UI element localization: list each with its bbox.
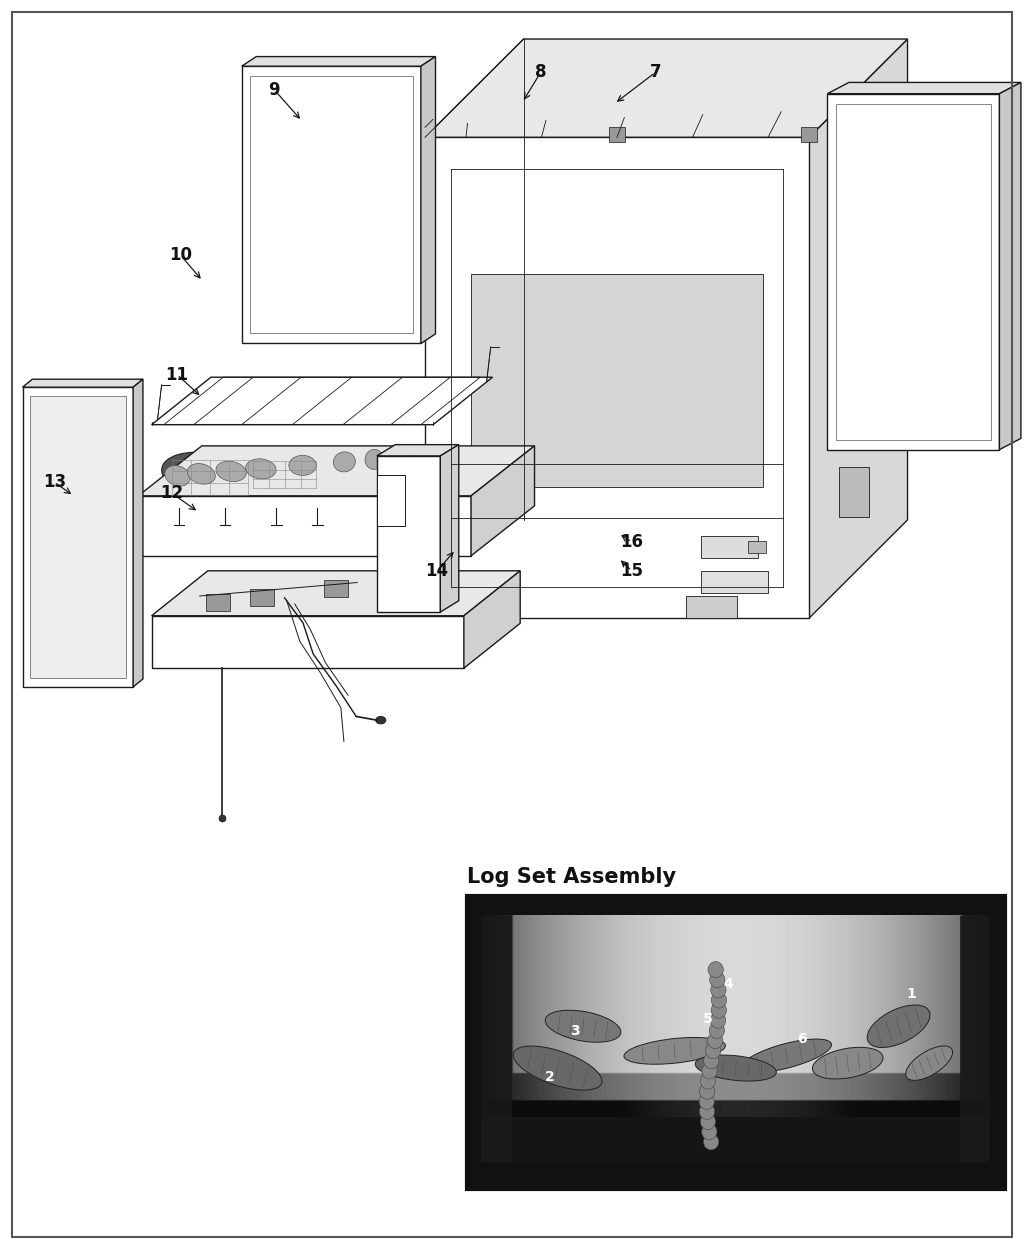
Bar — [608, 127, 625, 142]
Bar — [324, 580, 348, 597]
Ellipse shape — [406, 446, 420, 466]
Polygon shape — [152, 571, 520, 616]
Bar — [701, 536, 758, 558]
Ellipse shape — [699, 1083, 715, 1099]
Ellipse shape — [162, 452, 258, 502]
Polygon shape — [23, 387, 133, 687]
Ellipse shape — [700, 1073, 716, 1089]
Ellipse shape — [708, 1033, 723, 1049]
Ellipse shape — [703, 1134, 719, 1150]
Bar — [481, 916, 512, 1162]
Text: 4: 4 — [723, 978, 733, 992]
Polygon shape — [377, 475, 406, 526]
Polygon shape — [152, 377, 493, 425]
Polygon shape — [23, 380, 143, 387]
Text: 7: 7 — [649, 64, 662, 81]
Polygon shape — [440, 445, 459, 612]
Polygon shape — [809, 39, 907, 618]
Text: 11: 11 — [166, 366, 188, 383]
Polygon shape — [421, 56, 435, 343]
Text: 10: 10 — [169, 246, 191, 264]
Text: 9: 9 — [268, 81, 281, 99]
Polygon shape — [377, 445, 459, 456]
Circle shape — [858, 373, 879, 398]
Ellipse shape — [711, 982, 726, 998]
Ellipse shape — [513, 1045, 602, 1090]
Bar — [686, 596, 737, 618]
Bar — [471, 274, 763, 487]
Polygon shape — [827, 82, 1021, 94]
Bar — [959, 916, 990, 1162]
Ellipse shape — [624, 1038, 725, 1064]
Polygon shape — [138, 446, 535, 496]
Ellipse shape — [741, 1039, 831, 1073]
Polygon shape — [138, 496, 471, 556]
Ellipse shape — [165, 466, 190, 486]
Text: 8: 8 — [535, 64, 547, 81]
Ellipse shape — [708, 962, 723, 978]
Ellipse shape — [289, 456, 316, 476]
Ellipse shape — [333, 452, 355, 472]
Bar — [206, 595, 230, 612]
Ellipse shape — [695, 1055, 776, 1082]
Ellipse shape — [701, 1124, 717, 1140]
Text: 3: 3 — [570, 1024, 581, 1038]
Ellipse shape — [701, 1063, 717, 1079]
Bar — [836, 104, 991, 440]
Ellipse shape — [699, 1104, 715, 1119]
Ellipse shape — [905, 1045, 952, 1080]
Ellipse shape — [700, 1114, 716, 1129]
Text: 1: 1 — [906, 987, 916, 1002]
Ellipse shape — [187, 463, 215, 485]
Bar — [250, 588, 274, 606]
Ellipse shape — [710, 1023, 725, 1038]
Ellipse shape — [706, 1043, 721, 1059]
Polygon shape — [242, 56, 435, 66]
Bar — [839, 467, 869, 517]
Ellipse shape — [246, 458, 276, 478]
Polygon shape — [425, 137, 809, 618]
Bar — [417, 127, 433, 142]
Ellipse shape — [712, 1002, 726, 1018]
Text: 5: 5 — [702, 1012, 713, 1025]
Bar — [250, 76, 413, 333]
Text: 14: 14 — [426, 562, 449, 580]
Ellipse shape — [867, 1005, 930, 1048]
Polygon shape — [464, 571, 520, 668]
Polygon shape — [999, 82, 1021, 450]
Text: 6: 6 — [797, 1032, 807, 1045]
Bar — [801, 127, 817, 142]
Polygon shape — [425, 39, 907, 137]
Bar — [701, 571, 768, 593]
Polygon shape — [152, 616, 464, 668]
Text: 16: 16 — [621, 533, 643, 551]
Bar — [467, 896, 1005, 1189]
Ellipse shape — [216, 461, 246, 482]
Polygon shape — [242, 66, 421, 343]
Polygon shape — [471, 446, 535, 556]
Bar — [30, 396, 126, 678]
Text: Log Set Assembly: Log Set Assembly — [467, 867, 676, 887]
Ellipse shape — [812, 1048, 883, 1079]
Ellipse shape — [243, 455, 327, 495]
Ellipse shape — [365, 450, 383, 470]
Ellipse shape — [545, 1010, 621, 1042]
Text: 13: 13 — [43, 473, 66, 491]
Text: 2: 2 — [545, 1069, 555, 1084]
Ellipse shape — [699, 1093, 715, 1109]
Ellipse shape — [711, 1012, 726, 1028]
Ellipse shape — [710, 972, 725, 988]
Polygon shape — [133, 380, 143, 687]
Text: 12: 12 — [161, 485, 183, 502]
Polygon shape — [377, 456, 440, 612]
Polygon shape — [827, 94, 999, 450]
Ellipse shape — [703, 1053, 719, 1069]
Bar — [481, 1118, 990, 1162]
Ellipse shape — [712, 992, 727, 1008]
Bar — [748, 541, 766, 553]
Ellipse shape — [376, 717, 386, 724]
Text: 15: 15 — [621, 562, 643, 580]
